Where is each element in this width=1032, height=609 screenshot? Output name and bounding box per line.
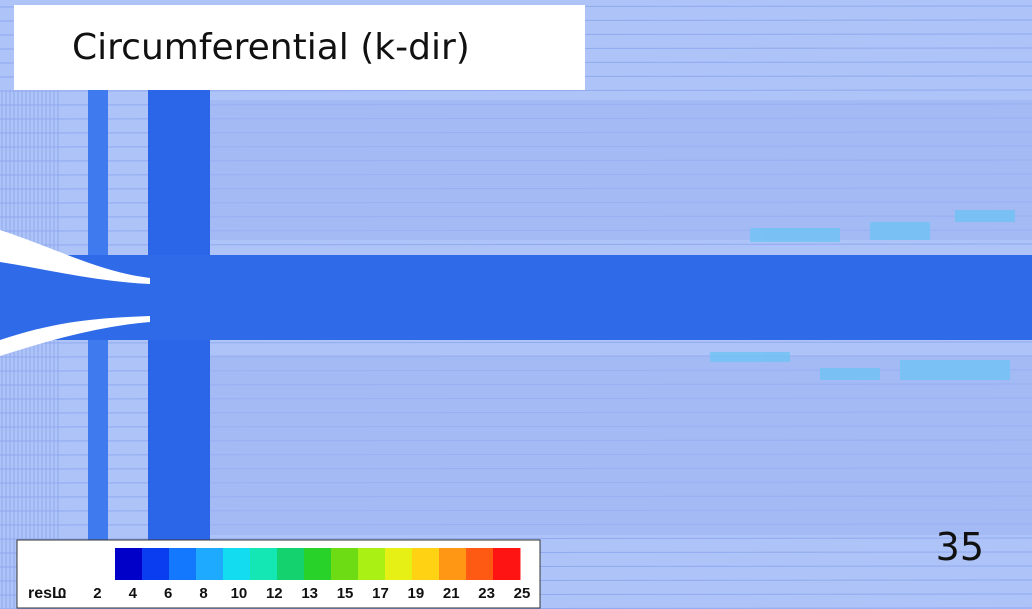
- legend-tick-label: 2: [93, 585, 101, 602]
- legend-tick-label: 13: [301, 585, 318, 602]
- legend-tick-label: 17: [372, 585, 389, 602]
- mesh-region: [210, 100, 1032, 240]
- nozzle-wall: [0, 230, 150, 284]
- color-swatch: [412, 548, 440, 580]
- legend-tick-label: 10: [231, 585, 248, 602]
- color-swatch: [493, 548, 521, 580]
- color-swatch: [331, 548, 359, 580]
- wake-band: [0, 255, 1032, 340]
- color-swatch: [385, 548, 413, 580]
- color-swatch: [277, 548, 305, 580]
- legend-tick-label: 25: [514, 585, 531, 602]
- color-swatch: [250, 548, 278, 580]
- slide-title: Circumferential (k-dir): [14, 5, 585, 90]
- color-swatch: [169, 548, 197, 580]
- legend-tick-label: 15: [337, 585, 354, 602]
- legend-tick-label: 23: [478, 585, 495, 602]
- nozzle-wall: [0, 316, 150, 356]
- legend-tick-label: 4: [129, 585, 138, 602]
- mesh-region: [210, 355, 1032, 535]
- legend-tick-label: 6: [164, 585, 172, 602]
- legend-tick-label: 21: [443, 585, 460, 602]
- color-swatch: [196, 548, 224, 580]
- residual-patches: [710, 210, 1015, 380]
- page-number: 35: [935, 525, 984, 569]
- color-swatch: [466, 548, 494, 580]
- legend-tick-label: 8: [199, 585, 207, 602]
- color-swatch: [304, 548, 332, 580]
- color-swatch: [439, 548, 467, 580]
- legend-tick-label: 12: [266, 585, 283, 602]
- color-swatch: [358, 548, 386, 580]
- color-swatch: [223, 548, 251, 580]
- legend-tick-label: 19: [408, 585, 425, 602]
- legend-label: resL:: [28, 585, 67, 602]
- color-swatch: [115, 548, 143, 580]
- color-swatch: [142, 548, 170, 580]
- legend-tick-label: 0: [58, 585, 66, 602]
